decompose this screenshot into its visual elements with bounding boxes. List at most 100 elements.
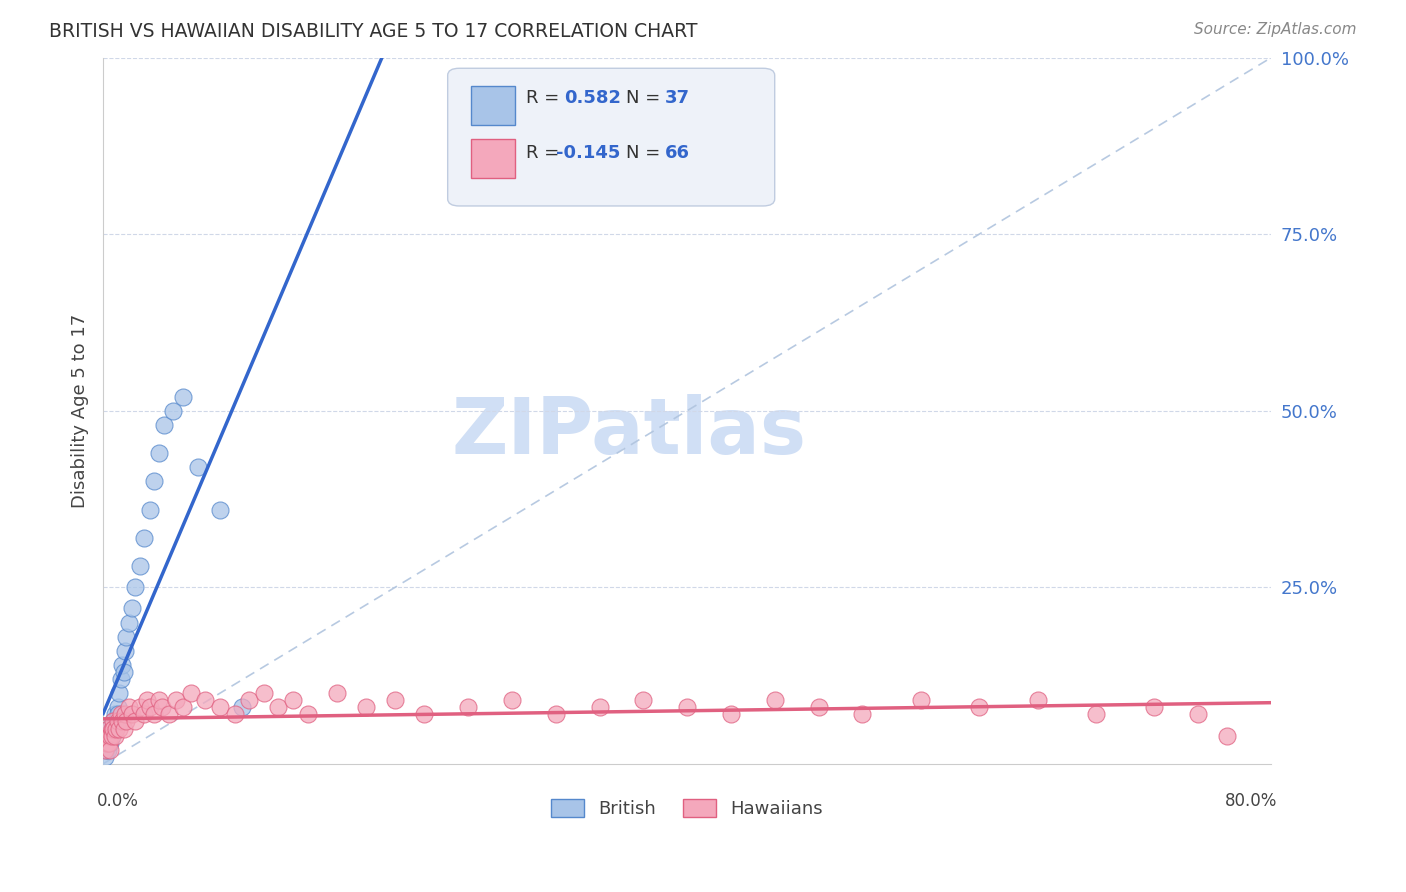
Text: R =: R = xyxy=(526,89,565,107)
Point xyxy=(114,644,136,658)
Point xyxy=(162,403,184,417)
FancyBboxPatch shape xyxy=(447,69,775,206)
Point xyxy=(96,729,118,743)
Point xyxy=(108,722,131,736)
Point xyxy=(413,707,436,722)
Point xyxy=(180,686,202,700)
Point xyxy=(967,700,990,714)
Point xyxy=(1187,707,1209,722)
Point xyxy=(101,722,124,736)
Point xyxy=(111,714,134,729)
Point xyxy=(110,672,132,686)
Point xyxy=(100,729,122,743)
Point xyxy=(104,707,127,722)
Point xyxy=(96,722,118,736)
Point xyxy=(118,615,141,630)
Point xyxy=(115,714,138,729)
Point xyxy=(132,531,155,545)
Point xyxy=(107,700,129,714)
Point xyxy=(94,729,117,743)
Point xyxy=(124,714,146,729)
Point xyxy=(208,502,231,516)
Point xyxy=(96,736,118,750)
Point xyxy=(121,601,143,615)
Point xyxy=(94,742,117,756)
Point xyxy=(910,693,932,707)
Point xyxy=(121,707,143,722)
Point xyxy=(136,693,159,707)
Point xyxy=(139,700,162,714)
FancyBboxPatch shape xyxy=(471,86,516,125)
Point xyxy=(111,657,134,672)
Point xyxy=(105,722,128,736)
Point xyxy=(100,729,122,743)
Point xyxy=(94,736,117,750)
FancyBboxPatch shape xyxy=(471,139,516,178)
Point xyxy=(93,742,115,756)
Point xyxy=(100,742,122,756)
Point xyxy=(1026,693,1049,707)
Point xyxy=(128,700,150,714)
Point xyxy=(588,700,610,714)
Point xyxy=(763,693,786,707)
Point xyxy=(297,707,319,722)
Point xyxy=(112,722,135,736)
Legend: British, Hawaiians: British, Hawaiians xyxy=(544,791,830,825)
Point xyxy=(108,686,131,700)
Point xyxy=(457,700,479,714)
Point xyxy=(98,722,121,736)
Text: 80.0%: 80.0% xyxy=(1225,792,1277,810)
Point xyxy=(208,700,231,714)
Point xyxy=(224,707,246,722)
Point xyxy=(103,714,125,729)
Point xyxy=(720,707,742,722)
Point xyxy=(93,749,115,764)
Point xyxy=(194,693,217,707)
Text: R =: R = xyxy=(526,144,565,161)
Point xyxy=(143,707,166,722)
Point xyxy=(153,417,176,432)
Point xyxy=(103,722,125,736)
Point xyxy=(633,693,655,707)
Point xyxy=(103,714,125,729)
Point xyxy=(325,686,347,700)
Point xyxy=(148,693,170,707)
Text: -0.145: -0.145 xyxy=(557,144,620,161)
Point xyxy=(101,722,124,736)
Text: N =: N = xyxy=(627,144,666,161)
Point xyxy=(94,736,117,750)
Point xyxy=(384,693,406,707)
Point xyxy=(105,714,128,729)
Point xyxy=(98,736,121,750)
Point xyxy=(104,729,127,743)
Point xyxy=(172,390,194,404)
Point xyxy=(100,736,122,750)
Point xyxy=(238,693,260,707)
Point xyxy=(112,665,135,679)
Text: 0.582: 0.582 xyxy=(564,89,621,107)
Point xyxy=(281,693,304,707)
Point xyxy=(101,729,124,743)
Point xyxy=(107,707,129,722)
Point xyxy=(1084,707,1107,722)
Point xyxy=(807,700,830,714)
Point xyxy=(96,742,118,756)
Point xyxy=(165,693,187,707)
Point xyxy=(98,736,121,750)
Point xyxy=(139,502,162,516)
Point xyxy=(231,700,253,714)
Point xyxy=(172,700,194,714)
Point xyxy=(253,686,276,700)
Point xyxy=(101,729,124,743)
Point xyxy=(187,460,209,475)
Point xyxy=(143,475,166,489)
Point xyxy=(103,722,125,736)
Point xyxy=(132,707,155,722)
Point xyxy=(676,700,699,714)
Point xyxy=(150,700,173,714)
Point xyxy=(114,707,136,722)
Point xyxy=(501,693,523,707)
Point xyxy=(267,700,290,714)
Point xyxy=(1216,729,1239,743)
Y-axis label: Disability Age 5 to 17: Disability Age 5 to 17 xyxy=(72,314,89,508)
